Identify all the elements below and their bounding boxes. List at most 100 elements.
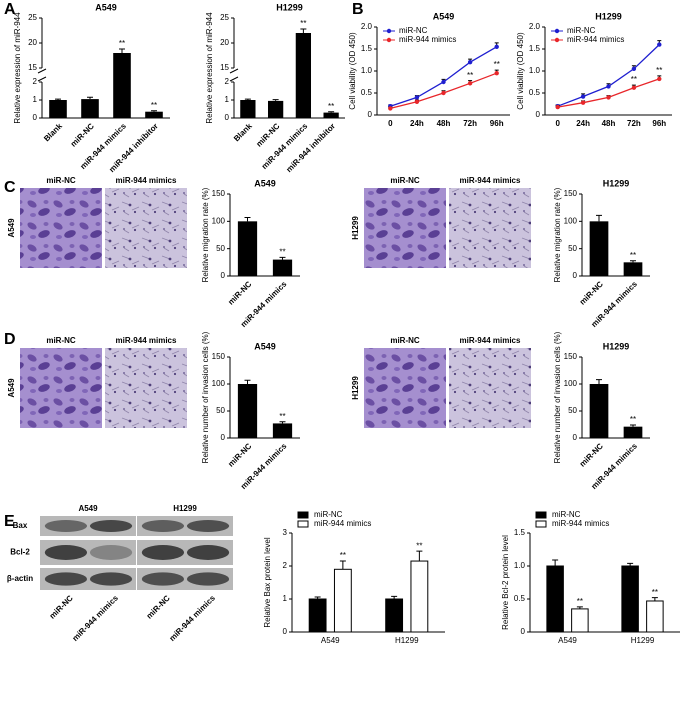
y-tick-label: 1.5 [361,44,373,53]
significance: ** [279,412,285,421]
x-tick-label: miR-944 inhibitor [284,122,337,175]
y-tick-label: 150 [564,189,578,198]
y-tick-label: 1.5 [529,44,541,53]
bar [272,423,293,438]
chart-title: A549 [95,2,117,12]
y-tick-label: 1.0 [514,561,526,570]
chart-title: H1299 [603,178,630,188]
x-tick-label: 96h [490,119,504,128]
legend-label: miR-NC [567,26,596,35]
blot-row-label: β-actin [7,574,33,583]
y-tick-label: 0.5 [514,594,526,603]
micrograph [105,348,187,428]
legend-label: miR-944 mimics [399,35,456,44]
point [657,76,662,82]
y-tick-label: 0 [368,110,373,119]
y-tick-label: 20 [28,38,37,47]
error-bar [576,606,583,609]
x-tick-label: H1299 [631,636,655,645]
blot-row-label: Bax [13,521,28,530]
x-tick-label: 72h [627,119,641,128]
point [388,106,393,111]
significance: ** [467,71,473,80]
y-tick-label: 0 [33,113,38,122]
y-tick-label: 0 [521,627,526,636]
point [441,79,446,85]
y-tick-label: 50 [568,244,577,253]
legend-label: miR-NC [552,510,581,519]
lane-label: miR-944 mimics [168,593,218,643]
cell-line-label: A549 [7,378,16,398]
significance: ** [656,66,662,75]
blot-band [141,520,185,532]
y-tick-label: 100 [564,216,578,225]
point [631,66,637,72]
x-tick-label: miR-NC [578,279,605,306]
panel-label: B [352,1,364,18]
error-bar [627,562,634,566]
bar [81,99,99,118]
legend-label: miR-944 mimics [567,35,624,44]
bar [145,111,163,118]
y-tick-label: 2.0 [361,22,373,31]
y-tick-label: 2.0 [529,22,541,31]
axis-break [37,76,47,82]
x-tick-label: H1299 [395,636,419,645]
bar [267,100,284,118]
point [467,81,473,86]
bar [385,598,404,633]
x-tick-label: 72h [463,119,477,128]
point [580,94,586,99]
x-tick-label: 0 [388,119,393,128]
y-tick-label: 150 [212,189,226,198]
bar [646,600,664,633]
y-tick-label: 0 [536,110,541,119]
y-tick-label: 50 [216,244,225,253]
bar [237,384,258,438]
series-line [557,78,660,108]
legend-marker [554,37,560,43]
y-tick-label: 25 [220,13,229,22]
significance: ** [340,551,346,560]
y-axis-label: Relative Bcl-2 protein level [501,535,510,630]
y-axis-label: Relative migration rate (%) [553,187,562,282]
point [606,95,611,100]
x-tick-label: 48h [437,119,451,128]
significance: ** [652,588,658,597]
point [494,71,499,76]
blot-band [186,572,230,586]
x-tick-label: Blank [42,121,64,143]
y-tick-label: 0.5 [361,88,373,97]
significance: ** [300,19,306,28]
chart-title: A549 [254,341,276,351]
axis-break [37,68,47,74]
y-tick-label: 20 [220,38,229,47]
column-label: miR-944 mimics [460,176,521,185]
column-label: miR-944 mimics [116,336,177,345]
y-tick-label: 1.0 [361,66,373,75]
point [657,42,662,47]
y-axis-label: Relative number of invasion cells (%) [201,331,210,463]
cell-line-label: A549 [7,218,16,238]
x-tick-label: A549 [558,636,577,645]
error-bar [55,98,61,100]
y-tick-label: 150 [212,352,226,361]
lane-label: miR-944 mimics [71,593,121,643]
bar [623,262,643,276]
error-bar [300,28,307,33]
chart-title: H1299 [595,11,622,21]
column-label: miR-NC [46,336,76,345]
point [414,99,420,105]
y-tick-label: 50 [568,406,577,415]
significance: ** [577,597,583,606]
y-tick-label: 0 [221,433,226,442]
error-bar [630,424,636,427]
error-bar [552,559,559,566]
cell-line-label: H1299 [351,376,360,400]
significance: ** [494,60,500,69]
y-tick-label: 100 [212,216,226,225]
error-bar [119,48,125,53]
legend-label: miR-NC [314,510,343,519]
significance: ** [630,251,636,260]
